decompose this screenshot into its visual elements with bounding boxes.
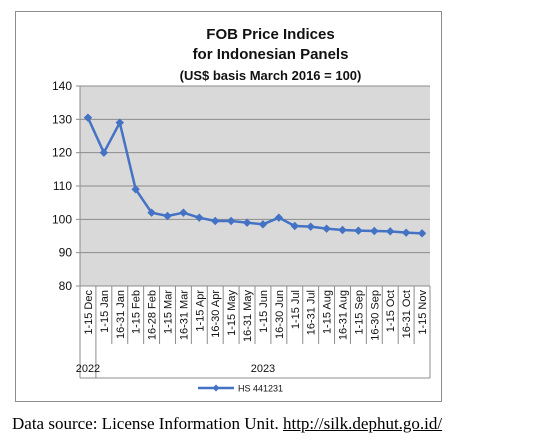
y-tick-label-80: 80 [59, 279, 73, 293]
x-tick-label-9: 1-15 May [226, 290, 238, 336]
data-source-text: Data source: License Information Unit. [12, 414, 283, 433]
data-point-19 [386, 227, 395, 236]
data-point-13 [290, 221, 299, 231]
legend-marker [212, 384, 220, 392]
x-tick-label-4: 16-28 Feb [147, 290, 159, 340]
x-tick-label-5: 1-15 Mar [163, 290, 175, 334]
y-tick-label-130: 130 [52, 112, 72, 126]
data-point-6 [179, 208, 188, 217]
series-hs441231 [83, 113, 427, 238]
data-source-note: Data source: License Information Unit. h… [12, 414, 442, 434]
data-point-11 [258, 220, 268, 229]
chart-title-line-1: FOB Price Indices [206, 26, 335, 43]
x-tick-label-3: 1-15 Feb [131, 290, 143, 334]
x-tick-label-14: 16-31 Jul [306, 290, 318, 335]
x-tick-label-12: 16-30 Jun [274, 290, 286, 339]
x-tick-label-10: 16-31 May [242, 290, 254, 342]
x-tick-label-17: 1-15 Sep [353, 290, 365, 335]
data-point-1 [99, 148, 109, 157]
x-tick-label-0: 1-15 Dec [83, 290, 95, 335]
x-tick-label-16: 16-31 Aug [338, 290, 350, 340]
data-point-10 [242, 218, 252, 227]
data-point-16 [338, 225, 347, 235]
data-point-2 [115, 118, 124, 127]
x-tick-label-7: 1-15 Apr [194, 290, 206, 332]
x-tick-label-13: 1-15 Jul [290, 290, 302, 329]
data-point-0 [83, 113, 93, 122]
data-point-20 [401, 228, 411, 237]
x-tick-label-1: 1-15 Jan [99, 290, 111, 333]
data-point-3 [131, 185, 140, 194]
x-tick-label-19: 1-15 Oct [385, 290, 397, 332]
year-label-2023: 2023 [251, 363, 275, 375]
data-point-8 [211, 216, 220, 226]
legend: HS 441231 [198, 384, 283, 394]
y-tick-label-140: 140 [52, 79, 72, 93]
year-label-2022: 2022 [76, 363, 100, 375]
x-tick-label-11: 1-15 Jun [258, 290, 270, 333]
y-tick-label-90: 90 [59, 246, 73, 260]
x-tick-label-8: 16-30 Apr [210, 290, 222, 338]
data-point-18 [370, 226, 379, 236]
data-point-17 [354, 226, 363, 235]
data-point-21 [417, 229, 427, 238]
data-point-4 [147, 208, 156, 217]
y-tick-label-100: 100 [52, 212, 72, 226]
x-tick-label-2: 16-31 Jan [115, 290, 127, 339]
x-tick-label-15: 1-15 Aug [322, 290, 334, 334]
series-line [86, 117, 423, 235]
x-tick-label-6: 16-31 Mar [178, 290, 190, 340]
chart-subtitle: (US$ basis March 2016 = 100) [179, 68, 362, 83]
y-tick-label-110: 110 [53, 179, 72, 193]
x-axis: 1-15 Dec 1-15 Jan 16-31 Jan 1-15 Feb 16-28 F… [76, 285, 431, 379]
x-tick-label-21: 1-15 Nov [417, 290, 429, 335]
y-axis: 80 90 100 110 120 130 140 [52, 79, 81, 293]
legend-label: HS 441231 [238, 384, 283, 394]
data-source-link[interactable]: http://silk.dephut.go.id/ [282, 414, 443, 433]
data-point-5 [163, 211, 172, 221]
data-point-15 [322, 224, 331, 233]
x-tick-label-20: 16-31 Oct [401, 290, 413, 338]
chart-title-line-2: for Indonesian Panels [192, 46, 349, 63]
data-point-9 [226, 216, 236, 226]
y-tick-label-120: 120 [52, 146, 72, 160]
data-point-7 [195, 213, 204, 222]
data-point-12 [274, 213, 284, 222]
data-point-14 [306, 222, 315, 231]
x-tick-label-18: 16-30 Sep [369, 290, 381, 341]
